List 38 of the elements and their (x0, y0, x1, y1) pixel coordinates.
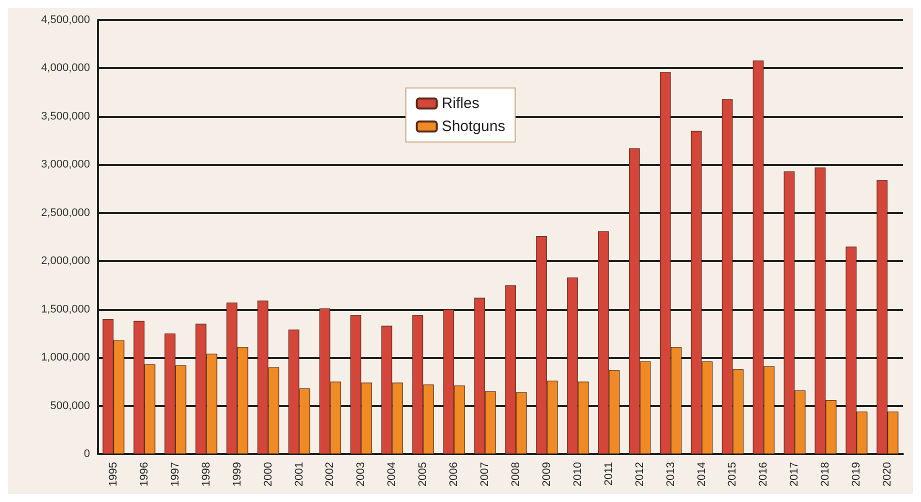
x-tick-label: 1995 (107, 462, 120, 486)
y-tick-label: 3,000,000 (41, 158, 90, 171)
legend-label: Shotguns (442, 118, 506, 135)
x-tick-label: 2001 (293, 462, 306, 486)
x-tick-label: 2016 (758, 462, 770, 486)
x-tick-label: 2018 (820, 462, 832, 486)
x-tick-label: 2000 (262, 462, 274, 486)
x-tick-label: 2010 (572, 462, 584, 486)
x-tick-label: 2020 (882, 462, 894, 486)
x-tick-label: 2004 (386, 462, 398, 486)
x-tick-label: 2006 (448, 462, 460, 486)
y-tick-label: 1,500,000 (41, 303, 90, 316)
x-tick-label: 2007 (479, 462, 492, 486)
x-tick-label: 2005 (417, 462, 430, 486)
x-tick-label: 2017 (788, 462, 801, 486)
x-tick-label: 1996 (138, 462, 150, 486)
x-tick-label: 2019 (850, 462, 863, 486)
x-tick-label: 2015 (726, 462, 739, 486)
y-tick-label: 4,000,000 (41, 62, 90, 74)
legend-label: Rifles (442, 95, 480, 112)
y-tick-label: 1,000,000 (41, 352, 90, 364)
x-tick-label: 2003 (355, 462, 368, 486)
x-tick-label: 1997 (169, 462, 182, 486)
x-tick-label: 2013 (664, 462, 677, 486)
y-tick-label: 2,000,000 (41, 255, 90, 268)
y-tick-label: 0 (84, 448, 90, 460)
x-tick-label: 2012 (634, 462, 646, 486)
x-tick-label: 2014 (696, 462, 708, 486)
y-tick-label: 3,500,000 (41, 110, 90, 122)
x-tick-label: 2011 (602, 462, 615, 486)
x-tick-label: 1999 (231, 462, 244, 486)
x-tick-label: 2002 (324, 462, 336, 486)
y-tick-label: 500,000 (50, 400, 90, 412)
x-tick-label: 1998 (200, 462, 212, 486)
x-tick-label: 2009 (540, 462, 553, 486)
y-tick-label: 4,500,000 (41, 14, 90, 26)
y-tick-label: 2,500,000 (41, 206, 90, 219)
x-tick-label: 2008 (510, 462, 522, 486)
